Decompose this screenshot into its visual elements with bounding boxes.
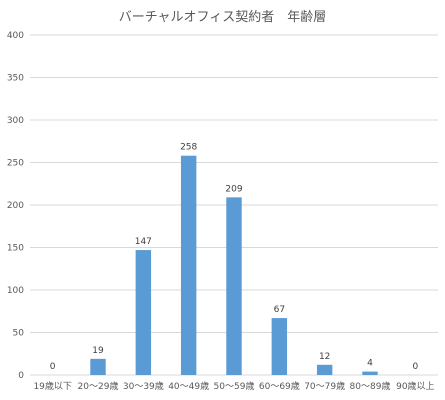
x-tick-label: 80～89歳 <box>350 380 391 392</box>
chart-title: バーチャルオフィス契約者 年齢層 <box>118 10 327 25</box>
data-label: 12 <box>319 352 330 362</box>
data-label: 67 <box>274 305 285 315</box>
y-tick-label: 200 <box>7 201 24 211</box>
bar <box>180 155 197 375</box>
x-tick-label: 20～29歳 <box>78 380 119 392</box>
data-label: 0 <box>50 362 56 372</box>
data-label: 19 <box>92 346 104 356</box>
y-tick-label: 300 <box>7 116 24 126</box>
y-tick-label: 100 <box>7 286 24 296</box>
bar <box>135 250 152 375</box>
y-tick-label: 0 <box>18 371 24 381</box>
bar <box>226 197 242 375</box>
x-tick-label: 30～39歳 <box>123 380 164 392</box>
x-tick-label: 40～49歳 <box>168 380 209 392</box>
y-tick-label: 400 <box>7 31 24 41</box>
y-tick-label: 350 <box>7 74 24 84</box>
data-label: 147 <box>135 237 152 247</box>
data-label: 0 <box>412 362 418 372</box>
x-tick-label: 70～79歳 <box>304 380 345 392</box>
x-tick-label: 60～69歳 <box>259 380 300 392</box>
bar <box>90 358 106 375</box>
data-label: 258 <box>180 143 197 153</box>
x-tick-label: 19歳以下 <box>33 380 71 392</box>
y-tick-label: 50 <box>13 329 25 339</box>
y-tick-label: 250 <box>7 159 24 169</box>
x-tick-label: 50～59歳 <box>214 380 255 392</box>
x-tick-label: 90歳以上 <box>396 380 434 392</box>
y-tick-label: 150 <box>7 244 24 254</box>
bar <box>316 364 333 375</box>
bar <box>271 318 288 375</box>
bar <box>362 371 378 375</box>
data-label: 209 <box>225 184 242 194</box>
data-label: 4 <box>367 359 373 369</box>
